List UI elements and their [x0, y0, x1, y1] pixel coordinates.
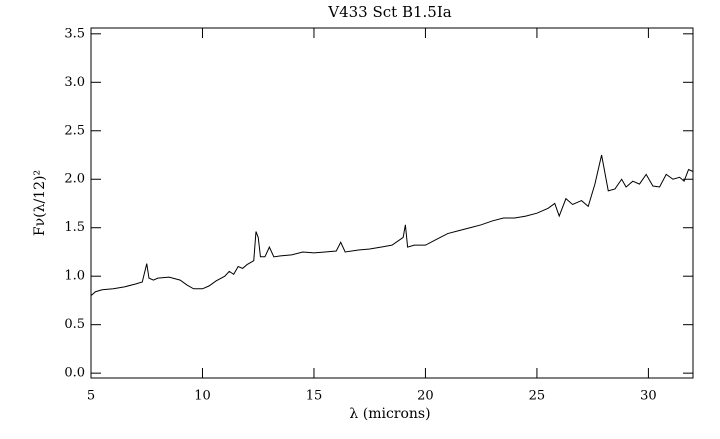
- x-tick-label: 20: [417, 389, 434, 404]
- y-tick-label: 0.0: [64, 366, 85, 381]
- chart-title: V433 Sct B1.5Ia: [327, 3, 452, 21]
- x-tick-label: 10: [194, 389, 211, 404]
- y-tick-label: 2.5: [64, 123, 85, 138]
- x-tick-label: 30: [640, 389, 657, 404]
- y-axis-label: Fν(λ/12)²: [32, 170, 48, 236]
- spectrum-line: [90, 154, 694, 296]
- y-tick-label: 1.0: [64, 269, 85, 284]
- x-tick-label: 5: [87, 389, 95, 404]
- x-axis-label: λ (microns): [349, 406, 430, 422]
- y-tick-label: 0.5: [64, 317, 85, 332]
- x-tick-label: 15: [306, 389, 323, 404]
- plot-frame: [90, 27, 694, 379]
- x-tick-label: 25: [529, 389, 546, 404]
- y-tick-label: 3.5: [64, 26, 85, 41]
- y-tick-label: 2.0: [64, 172, 85, 187]
- y-tick-label: 3.0: [64, 75, 85, 90]
- y-tick-label: 1.5: [64, 220, 85, 235]
